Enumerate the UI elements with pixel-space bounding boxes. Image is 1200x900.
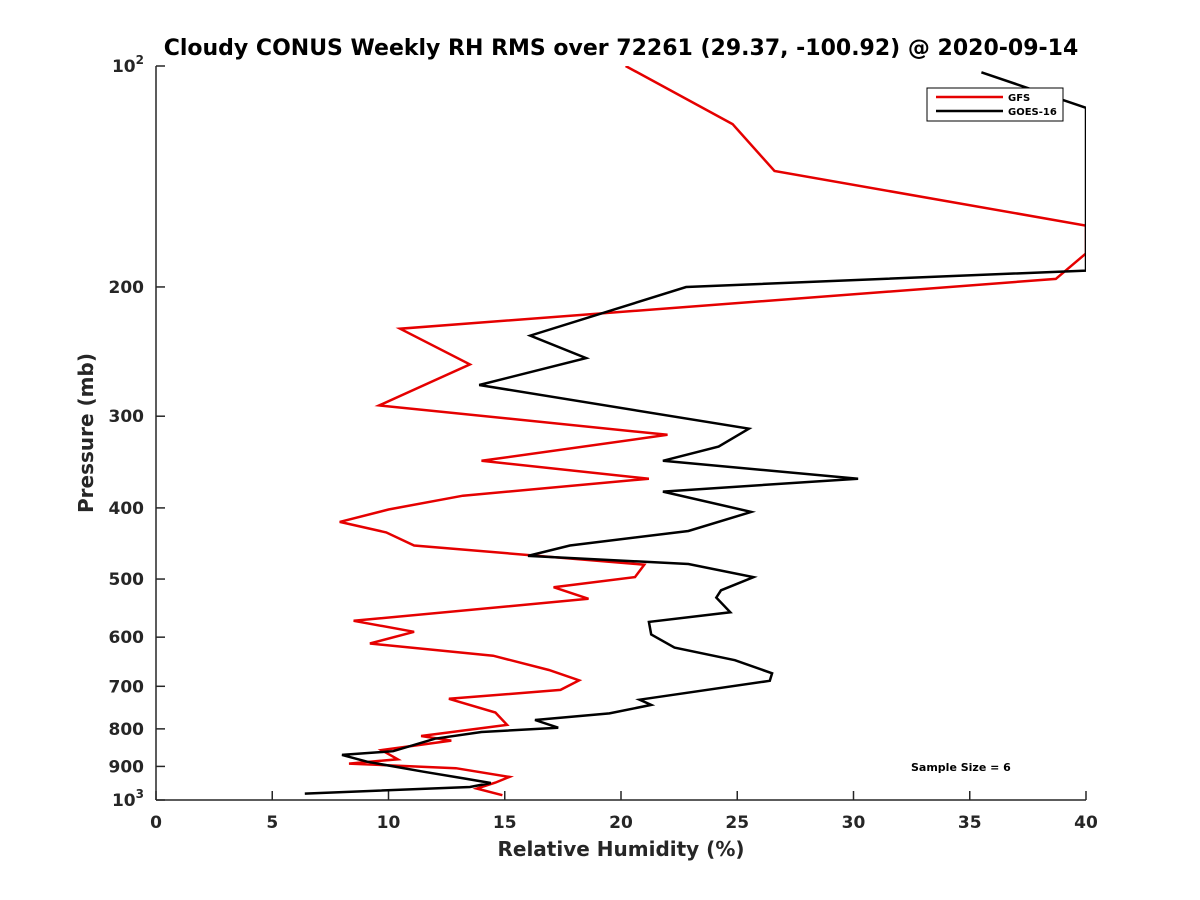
- x-tick-label: 15: [493, 813, 517, 833]
- y-tick-label: 300: [109, 407, 145, 427]
- x-tick-label: 5: [266, 813, 278, 833]
- y-tick-label: 102: [112, 53, 144, 77]
- y-axis-label: Pressure (mb): [74, 353, 98, 513]
- y-tick-label: 900: [109, 757, 145, 777]
- x-tick-label: 35: [958, 813, 982, 833]
- legend: GFS GOES-16: [926, 87, 1064, 122]
- y-tick-label: 200: [109, 278, 145, 298]
- y-tick-label: 700: [109, 677, 145, 697]
- legend-label-goes16: GOES-16: [1008, 107, 1057, 118]
- x-ticks: 0 5 10 15 20 25 30 35 40: [150, 791, 1098, 833]
- series-line-gfs: [339, 66, 1086, 797]
- y-tick-label: 400: [109, 499, 145, 519]
- y-tick-label: 500: [109, 570, 145, 590]
- y-tick-label: 800: [109, 720, 145, 740]
- series-layer: [304, 66, 1086, 797]
- y-ticks: 102 200 300 400 500 600 700 800 900 103: [109, 53, 165, 811]
- sample-size-annotation: Sample Size = 6: [911, 761, 1011, 774]
- legend-box: [926, 87, 1064, 122]
- x-tick-label: 10: [377, 813, 401, 833]
- x-axis-label: Relative Humidity (%): [497, 837, 744, 861]
- plot-axes: 0 5 10 15 20 25 30 35 40 102 200 300 400 500 600 700 80…: [109, 53, 1098, 833]
- x-tick-label: 30: [842, 813, 866, 833]
- x-tick-label: 25: [725, 813, 749, 833]
- legend-label-gfs: GFS: [1008, 93, 1030, 104]
- y-tick-label: 103: [112, 787, 144, 811]
- x-tick-label: 20: [609, 813, 633, 833]
- chart-title: Cloudy CONUS Weekly RH RMS over 72261 (2…: [164, 36, 1079, 61]
- x-tick-label: 40: [1074, 813, 1098, 833]
- y-tick-label: 600: [109, 628, 145, 648]
- series-line-goes16: [304, 71, 1086, 795]
- x-tick-label: 0: [150, 813, 162, 833]
